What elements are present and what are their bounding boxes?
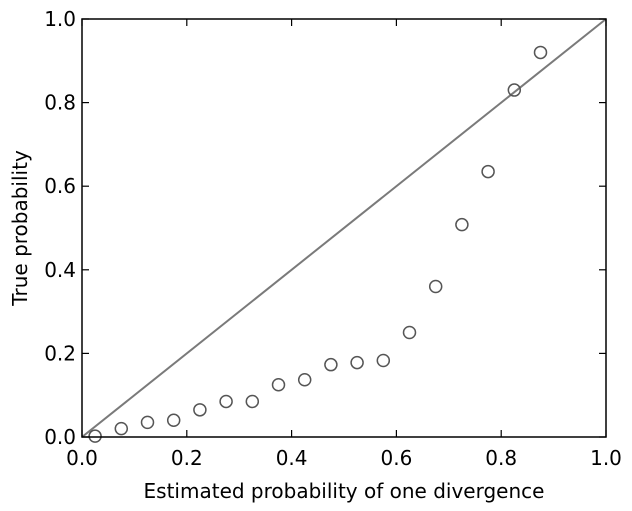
data-point (297, 372, 312, 387)
data-point (166, 413, 181, 428)
x-axis-label: Estimated probability of one divergence (144, 479, 545, 503)
y-tick-label: 0.0 (44, 425, 76, 449)
data-point (114, 421, 129, 436)
x-tick-label: 0.6 (380, 446, 412, 470)
data-point (193, 403, 207, 417)
data-point (402, 325, 417, 340)
data-point (140, 415, 155, 430)
y-axis-label: True probability (8, 150, 32, 307)
y-tick-label: 1.0 (44, 7, 76, 31)
reference-line-layer (81, 18, 607, 438)
data-point (455, 217, 469, 232)
y-tick-label: 0.6 (44, 174, 76, 198)
plot-frame (81, 18, 607, 438)
y-tick-label: 0.2 (44, 341, 76, 365)
x-tick-label: 1.0 (590, 446, 622, 470)
x-tick-label: 0.0 (66, 446, 98, 470)
x-tick-label: 0.8 (485, 446, 517, 470)
data-point (533, 45, 548, 60)
x-tick-label: 0.4 (276, 446, 308, 470)
y-tick-label: 0.4 (44, 258, 76, 282)
reference-diagonal-line (81, 18, 607, 438)
data-point (428, 279, 443, 294)
data-point (88, 429, 102, 443)
data-point (376, 353, 391, 368)
data-point (350, 355, 364, 370)
ticks-layer: 0.0 0.2 0.4 0.6 0.8 1.0 0.0 0.2 0.4 0.6 0.8 1.0 (44, 7, 622, 470)
data-point (245, 394, 260, 409)
data-point (324, 357, 338, 372)
data-point (507, 83, 522, 97)
x-tick-label: 0.2 (171, 446, 203, 470)
data-point (219, 394, 233, 409)
data-point (271, 378, 286, 392)
data-point (481, 164, 495, 179)
data-points-layer (88, 45, 548, 443)
y-tick-label: 0.8 (44, 91, 76, 115)
